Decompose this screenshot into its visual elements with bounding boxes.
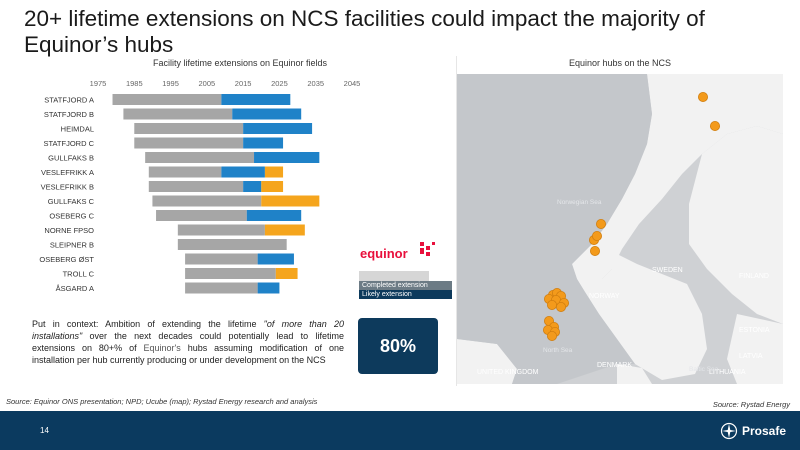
sea-area xyxy=(457,74,652,384)
x-tick-label: 2035 xyxy=(307,79,324,88)
hub-marker xyxy=(697,91,708,102)
svg-text:FINLAND: FINLAND xyxy=(739,273,769,280)
x-tick-label: 1975 xyxy=(90,79,107,88)
x-tick-label: 1995 xyxy=(162,79,179,88)
hub-marker xyxy=(589,245,600,256)
svg-text:equinor: equinor xyxy=(360,246,408,261)
bar-original xyxy=(123,108,233,120)
svg-text:NORWAY: NORWAY xyxy=(589,293,620,300)
bar-likely-extension xyxy=(275,268,298,279)
legend-likely: Likely extension xyxy=(359,290,452,299)
bar-original xyxy=(148,166,222,178)
bar-original xyxy=(134,123,244,134)
bar-completed-extension xyxy=(243,181,262,192)
page-number: 14 xyxy=(40,426,49,435)
bar-original xyxy=(185,253,258,265)
svg-text:LATVIA: LATVIA xyxy=(739,353,763,360)
bar-likely-extension xyxy=(261,195,320,207)
category-label: STATFJORD B xyxy=(44,110,94,119)
category-label: SLEIPNER B xyxy=(50,241,94,250)
x-tick-label: 1985 xyxy=(126,79,143,88)
hub-marker xyxy=(595,218,606,229)
svg-text:UNITED KINGDOM: UNITED KINGDOM xyxy=(477,369,539,376)
source-right: Source: Rystad Energy xyxy=(712,400,790,409)
bar-original xyxy=(134,137,244,149)
equinor-logo: equinor xyxy=(360,242,435,261)
category-label: VESLEFRIKK A xyxy=(41,168,94,177)
bar-completed-extension xyxy=(221,94,291,105)
hub-marker xyxy=(556,301,567,312)
svg-text:Norwegian Sea: Norwegian Sea xyxy=(557,199,602,206)
hub-marker xyxy=(709,121,720,132)
category-label: OSEBERG C xyxy=(49,212,94,221)
left-panel-heading: Facility lifetime extensions on Equinor … xyxy=(152,58,328,68)
prosafe-compass-icon xyxy=(720,422,738,440)
bar-completed-extension xyxy=(221,166,265,178)
lifetime-extension-chart: 1975 1985 1995 2005 2015 2025 2035 2045 STATFJOR… xyxy=(39,79,361,294)
category-label: NORNE FPSO xyxy=(44,226,94,235)
bar-likely-extension xyxy=(264,224,305,236)
baltic-landmass xyxy=(727,314,783,384)
bar-original xyxy=(145,152,255,163)
source-left: Source: Equinor ONS presentation; NPD; U… xyxy=(6,397,318,406)
bar-original xyxy=(185,268,276,279)
bar-original xyxy=(177,239,287,250)
finland-landmass xyxy=(689,126,783,324)
legend-original-swatch xyxy=(359,271,429,281)
svg-text:ESTONIA: ESTONIA xyxy=(739,327,770,334)
category-label: OSEBERG ØST xyxy=(39,255,94,264)
south-scandinavia-landmass xyxy=(577,249,707,380)
panel-divider xyxy=(456,56,457,386)
footer-bar xyxy=(0,411,800,450)
bar-completed-extension xyxy=(257,282,280,294)
bar-original xyxy=(156,210,247,221)
x-tick-label: 2005 xyxy=(199,79,216,88)
category-label: VESLEFRIKK B xyxy=(41,183,94,192)
bar-likely-extension xyxy=(264,166,284,178)
bar-completed-extension xyxy=(246,210,302,221)
svg-text:LITHUANIA: LITHUANIA xyxy=(709,369,746,376)
bar-original xyxy=(185,282,258,294)
legend-completed: Completed extension xyxy=(359,281,452,290)
ncs-hubs-map: SWEDEN NORWAY FINLAND ESTONIA LATVIA LIT… xyxy=(457,74,783,384)
bar-completed-extension xyxy=(243,123,313,134)
category-label: STATFJORD A xyxy=(44,96,94,105)
bar-completed-extension xyxy=(243,137,284,149)
x-tick-label: 2025 xyxy=(271,79,288,88)
bar-likely-extension xyxy=(261,181,284,192)
context-text: Put in context: Ambition of extending th… xyxy=(32,319,344,365)
bar-completed-extension xyxy=(257,253,294,265)
hub-marker xyxy=(591,230,602,241)
denmark-landmass xyxy=(617,364,652,384)
bar-original xyxy=(112,94,222,105)
svg-text:DENMARK: DENMARK xyxy=(597,362,632,369)
bar-original xyxy=(148,181,244,192)
category-label: HEIMDAL xyxy=(61,125,94,134)
right-panel-heading: Equinor hubs on the NCS xyxy=(568,58,672,68)
category-label: GULLFAKS B xyxy=(48,154,94,163)
svg-text:Baltic Sea: Baltic Sea xyxy=(689,366,719,373)
percentage-badge: 80% xyxy=(358,318,438,374)
category-label: ÅSGARD A xyxy=(56,284,94,293)
category-label: TROLL C xyxy=(63,270,95,279)
x-tick-label: 2045 xyxy=(344,79,361,88)
x-tick-label: 2015 xyxy=(235,79,252,88)
bar-completed-extension xyxy=(254,152,320,163)
bar-completed-extension xyxy=(232,108,302,120)
svg-text:North Sea: North Sea xyxy=(543,347,573,354)
brand-name: Prosafe xyxy=(741,424,786,438)
hub-marker xyxy=(547,299,558,310)
norway-north-landmass xyxy=(572,74,783,279)
hub-marker xyxy=(547,330,558,341)
bar-original xyxy=(152,195,262,207)
svg-text:SWEDEN: SWEDEN xyxy=(652,267,683,274)
category-label: STATFJORD C xyxy=(43,139,94,148)
prosafe-brand: Prosafe xyxy=(720,420,786,442)
slide-title: 20+ lifetime extensions on NCS facilitie… xyxy=(24,6,705,57)
category-label: GULLFAKS C xyxy=(48,197,95,206)
bar-original xyxy=(177,224,265,236)
